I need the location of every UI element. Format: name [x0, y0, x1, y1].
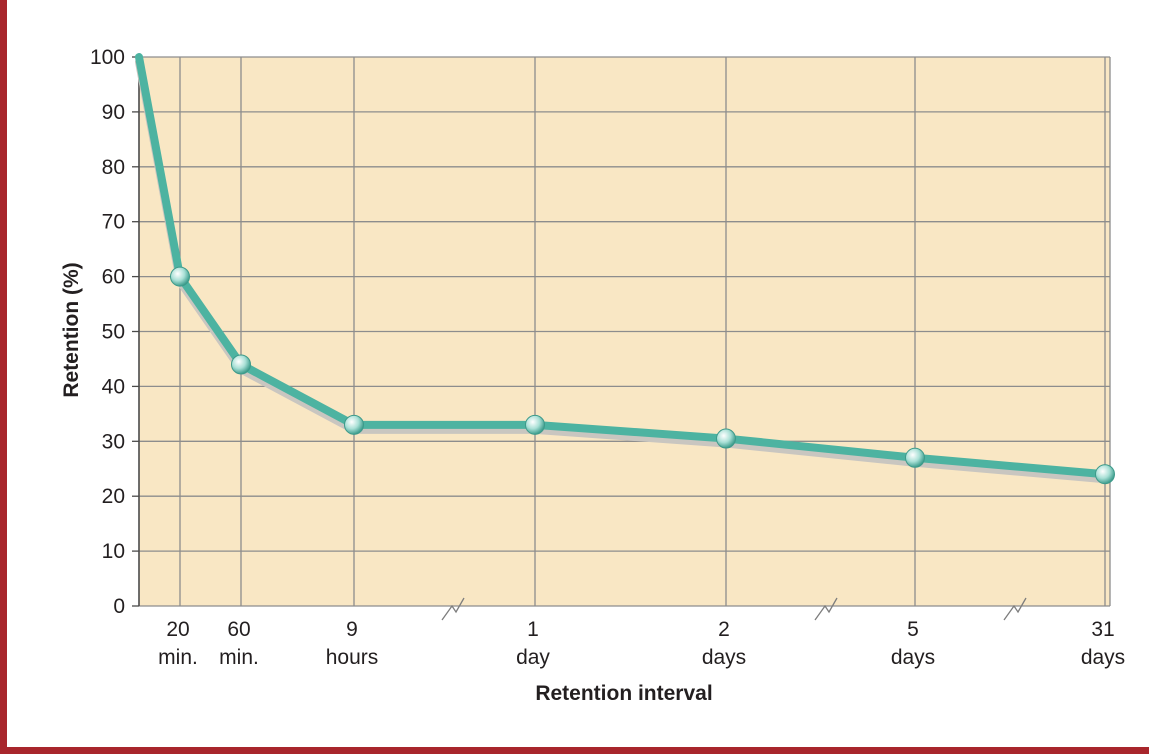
- y-axis-title: Retention (%): [60, 262, 83, 397]
- data-point-marker: [1095, 464, 1115, 485]
- axis-break-mark: [1003, 597, 1027, 621]
- data-point-marker: [231, 354, 251, 375]
- y-tick-label: 100: [90, 46, 125, 69]
- x-tick-label: days: [702, 646, 746, 669]
- x-tick-label: 9: [346, 618, 358, 641]
- axis-break-mark: [441, 597, 465, 621]
- data-point-marker: [170, 266, 190, 287]
- x-axis-title: Retention interval: [535, 682, 712, 705]
- data-point-marker: [716, 428, 736, 449]
- y-tick-label: 10: [102, 540, 125, 563]
- series-layer: [135, 53, 1115, 485]
- retention-line-chart: 0 10 20 30 40 50 60 70 80 90 100 20 min. 60 min. 9 hour…: [60, 46, 1125, 705]
- y-tick-label: 90: [102, 101, 125, 124]
- x-tick-label: 20: [166, 618, 189, 641]
- x-axis: 20 min. 60 min. 9 hours 1 day 2 days 5 days 31 days: [158, 618, 1125, 669]
- y-axis: 0 10 20 30 40 50 60 70 80 90 100: [90, 46, 139, 618]
- x-tick-label: min.: [158, 646, 198, 669]
- y-tick-label: 60: [102, 266, 125, 289]
- x-tick-label: days: [891, 646, 935, 669]
- data-point-marker: [344, 414, 364, 435]
- x-tick-label: 60: [227, 618, 250, 641]
- x-tick-label: day: [516, 646, 550, 669]
- grid: [138, 56, 1111, 607]
- axis-break-mark: [814, 597, 838, 621]
- series-line: [135, 53, 1109, 479]
- x-tick-label: 31: [1091, 618, 1114, 641]
- y-tick-label: 80: [102, 156, 125, 179]
- x-tick-label: hours: [326, 646, 379, 669]
- y-tick-label: 50: [102, 321, 125, 344]
- y-tick-label: 30: [102, 430, 125, 453]
- y-tick-label: 20: [102, 485, 125, 508]
- axis-breaks: [441, 597, 1027, 621]
- x-tick-label: 2: [718, 618, 730, 641]
- x-tick-label: min.: [219, 646, 259, 669]
- x-tick-label: 1: [527, 618, 539, 641]
- data-point-marker: [525, 414, 545, 435]
- y-tick-label: 70: [102, 211, 125, 234]
- data-point-marker: [905, 447, 925, 468]
- x-tick-label: 5: [907, 618, 919, 641]
- x-tick-label: days: [1081, 646, 1125, 669]
- y-tick-label: 0: [113, 595, 125, 618]
- y-tick-label: 40: [102, 375, 125, 398]
